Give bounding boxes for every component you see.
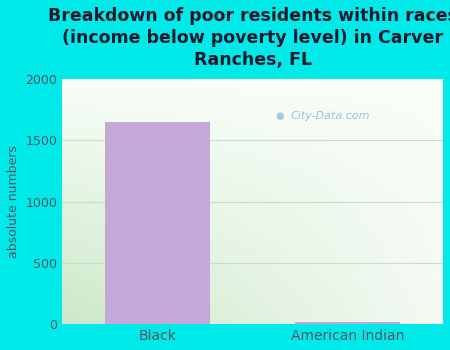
Text: City-Data.com: City-Data.com xyxy=(291,111,370,121)
Title: Breakdown of poor residents within races
(income below poverty level) in Carver
: Breakdown of poor residents within races… xyxy=(48,7,450,69)
Text: ●: ● xyxy=(275,111,284,121)
Bar xyxy=(105,122,210,324)
Y-axis label: absolute numbers: absolute numbers xyxy=(7,145,20,258)
Bar xyxy=(296,322,400,324)
